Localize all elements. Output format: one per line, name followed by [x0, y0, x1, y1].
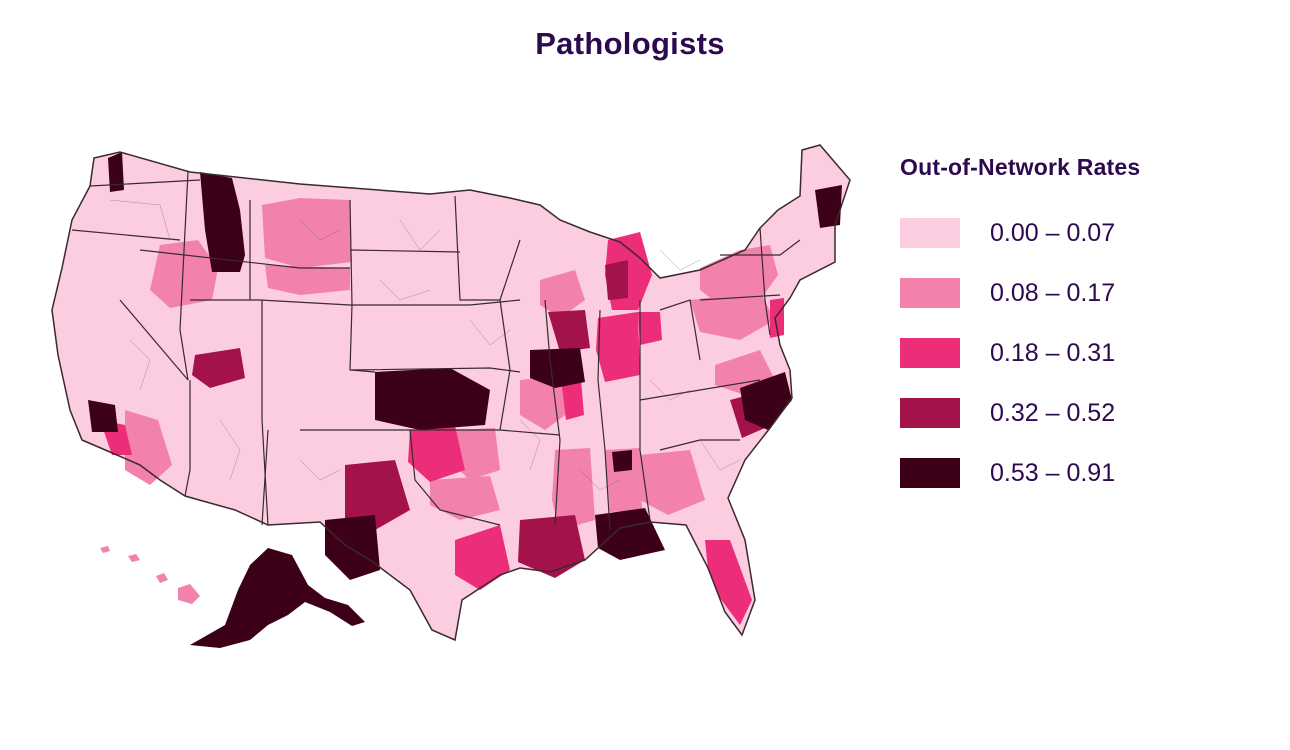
legend-item: 0.53 – 0.91 [900, 443, 1140, 503]
legend-swatch [900, 338, 960, 368]
legend-swatch [900, 458, 960, 488]
region-florida [705, 540, 752, 625]
region-georgia-north [612, 450, 632, 472]
region-georgia [640, 450, 705, 515]
region-texas-north [430, 476, 500, 520]
region-kansas [375, 368, 490, 430]
region-illinois-north [548, 310, 590, 352]
legend-swatch [900, 278, 960, 308]
map-title: Pathologists [535, 26, 725, 61]
county-borders [109, 199, 741, 491]
region-wisconsin [540, 270, 585, 318]
region-utah-central [192, 348, 245, 388]
region-mississippi [552, 448, 595, 530]
us-choropleth-map [51, 144, 851, 648]
region-california-south [125, 410, 172, 485]
legend-label: 0.18 – 0.31 [990, 338, 1116, 367]
region-indiana [596, 312, 640, 382]
alaska-shape [190, 548, 365, 648]
legend-label: 0.32 – 0.52 [990, 398, 1116, 427]
region-montana-east [262, 198, 352, 268]
legend: Out-of-Network Rates 0.00 – 0.07 0.08 – … [900, 154, 1140, 503]
region-washington-coast [108, 152, 124, 192]
region-pennsylvania [690, 292, 775, 340]
region-maine [815, 185, 842, 228]
legend-item: 0.18 – 0.31 [900, 323, 1140, 383]
region-illinois-south [530, 348, 585, 388]
legend-item: 0.08 – 0.17 [900, 263, 1140, 323]
region-gulf-coast [595, 508, 665, 560]
region-ohio-west [638, 312, 662, 345]
region-overlays [88, 152, 842, 625]
region-houston [455, 525, 510, 590]
legend-label: 0.00 – 0.07 [990, 218, 1116, 247]
region-texas-southwest [325, 515, 380, 580]
legend-swatch [900, 398, 960, 428]
legend-label: 0.53 – 0.91 [990, 458, 1116, 487]
region-missouri-south [520, 375, 572, 430]
region-oklahoma-central [408, 426, 465, 482]
hawaii-island-3 [128, 554, 140, 562]
map-outline [51, 144, 851, 642]
hawaii-island-4 [100, 546, 110, 553]
legend-title: Out-of-Network Rates [900, 154, 1141, 180]
region-louisiana [518, 515, 585, 578]
region-california-north [88, 400, 118, 432]
legend-item: 0.32 – 0.52 [900, 383, 1140, 443]
legend-item: 0.00 – 0.07 [900, 203, 1140, 263]
hawaii-island-2 [156, 573, 168, 583]
region-new-york [700, 245, 778, 305]
state-borders [71, 171, 801, 531]
legend-label: 0.08 – 0.17 [990, 278, 1116, 307]
hawaii-island-1 [178, 584, 200, 604]
region-michigan-west [605, 260, 628, 300]
legend-swatch [900, 218, 960, 248]
region-texas-west [345, 460, 410, 530]
region-wyoming [265, 265, 350, 295]
region-idaho [200, 172, 245, 272]
region-new-jersey [770, 298, 784, 338]
